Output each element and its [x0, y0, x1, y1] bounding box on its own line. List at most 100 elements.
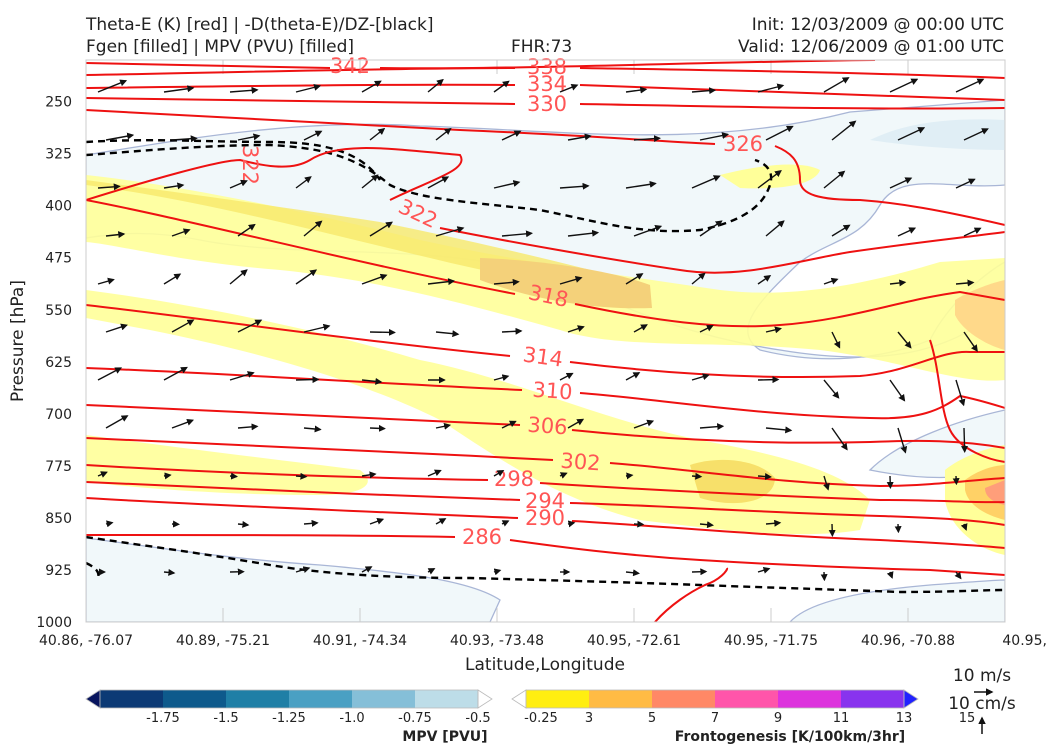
- wind-vector: [295, 472, 308, 480]
- theta-e-label: 330: [527, 92, 567, 116]
- horizontal-reference-label: 10 m/s: [953, 666, 1011, 686]
- theta-e-label: 338: [527, 55, 567, 79]
- dtheta-dz-upper-2: [86, 139, 381, 181]
- wind-vector: [369, 328, 396, 336]
- wind-vector: [361, 471, 377, 479]
- theta-e-330-line: [86, 97, 1005, 110]
- wind-vector: [963, 128, 989, 141]
- wind-vector: [691, 373, 710, 381]
- x-tick-label: 40.95, -72.61: [587, 633, 681, 649]
- wind-vector: [831, 331, 841, 349]
- wind-vector: [105, 415, 129, 429]
- theta-e-label: 290: [525, 506, 565, 530]
- wind-vector: [699, 521, 714, 529]
- y-axis-label: Pressure [hPa]: [8, 280, 28, 402]
- title-line-1: Theta-E (K) [red] | -D(theta-E)/DZ-[blac…: [86, 15, 434, 35]
- wind-vector: [493, 80, 510, 93]
- colorbar-label: 11: [833, 711, 850, 726]
- fgen-band-middle: [86, 290, 870, 535]
- wind-vector: [955, 178, 976, 189]
- colorbar-segment: [163, 690, 227, 708]
- wind-vector: [171, 418, 195, 429]
- theta-e-322-line: [86, 147, 1005, 274]
- wind-vector: [963, 331, 978, 352]
- wind-vector: [831, 120, 857, 141]
- x-tick-label: 40.96, -70.88: [861, 633, 955, 649]
- wind-vector: [97, 183, 121, 191]
- theta-e-label: 294: [525, 489, 565, 513]
- colorbar-segment: [352, 690, 416, 708]
- wind-vector: [361, 273, 388, 285]
- theta-e-label: 314: [521, 342, 564, 371]
- theta-e-label: 310: [532, 378, 574, 405]
- wind-vector: [886, 571, 894, 579]
- wind-vector: [823, 475, 830, 491]
- wind-vector: [237, 319, 263, 333]
- wind-vector: [765, 125, 794, 141]
- wind-vector: [757, 473, 772, 480]
- wind-vector: [435, 518, 447, 525]
- wind-vector: [625, 569, 640, 577]
- wind-vector: [229, 269, 248, 285]
- wind-vector: [567, 325, 585, 333]
- wind-vector: [427, 176, 450, 189]
- theta-e-314-line: [86, 304, 1005, 379]
- colorbar-segment: [100, 690, 164, 708]
- wind-vector: [699, 220, 723, 237]
- colorbar-label: -1.75: [146, 711, 180, 726]
- wind-vector: [633, 135, 661, 143]
- wind-vector: [897, 227, 917, 237]
- vector-reference: 10 m/s 10 cm/s: [948, 666, 1016, 734]
- wind-vector: [295, 176, 312, 189]
- theta-e-right-lower: [654, 567, 729, 622]
- wind-vector: [757, 170, 782, 189]
- colorbar-segment: [778, 690, 842, 708]
- y-tick-label: 325: [45, 147, 72, 163]
- wind-vector: [163, 568, 176, 576]
- wind-vector: [757, 83, 785, 93]
- plot-frame: [85, 59, 1006, 623]
- wind-vectors: [97, 77, 989, 582]
- theta-e-right-curl: [929, 339, 1005, 463]
- y-tick-label: 775: [45, 459, 72, 475]
- theta-e-286-line: [86, 534, 1005, 576]
- colorbar-tip: [477, 689, 493, 709]
- wind-vector: [435, 422, 452, 430]
- wind-vector: [237, 223, 256, 237]
- x-tick-label: 40.89, -75.21: [176, 633, 270, 649]
- dtheta-dz-upper: [86, 143, 773, 233]
- wind-vector: [831, 224, 851, 237]
- wind-vector: [237, 423, 259, 431]
- wind-vector: [567, 133, 592, 141]
- forecast-hour: FHR:73: [511, 37, 573, 57]
- wind-vector: [757, 275, 772, 285]
- x-tick-label: 40.93, -73.48: [450, 633, 544, 649]
- wind-vector: [97, 471, 108, 478]
- wind-vector: [757, 566, 771, 574]
- wind-vector: [97, 79, 128, 93]
- theta-e-label: 326: [723, 132, 763, 156]
- wind-vector: [559, 372, 574, 381]
- wind-vector: [501, 327, 523, 335]
- wind-vector: [229, 179, 248, 189]
- colorbar-label: -0.25: [524, 711, 558, 726]
- wind-vector: [691, 272, 706, 285]
- init-time: Init: 12/03/2009 @ 00:00 UTC: [751, 15, 1004, 35]
- theta-e-contours: [86, 60, 1005, 622]
- theta-e-338-line: [86, 67, 1005, 79]
- wind-vector: [559, 472, 568, 479]
- wind-vector: [699, 325, 714, 333]
- wind-vector: [889, 379, 906, 402]
- wind-vector: [691, 472, 703, 480]
- colorbar-outline: [99, 689, 479, 709]
- x-tick-label: 40.95, -70.0: [1002, 633, 1050, 649]
- wind-vector: [633, 224, 663, 237]
- y-tick-label: 1000: [36, 615, 72, 631]
- wind-vector: [229, 472, 238, 480]
- theta-e-label: 342: [330, 54, 370, 78]
- theta-e-298-line: [86, 464, 1005, 504]
- x-tick-label: 40.95, -71.75: [724, 633, 818, 649]
- wind-vector: [361, 566, 373, 573]
- wind-vector: [897, 127, 926, 141]
- wind-vector: [369, 221, 393, 237]
